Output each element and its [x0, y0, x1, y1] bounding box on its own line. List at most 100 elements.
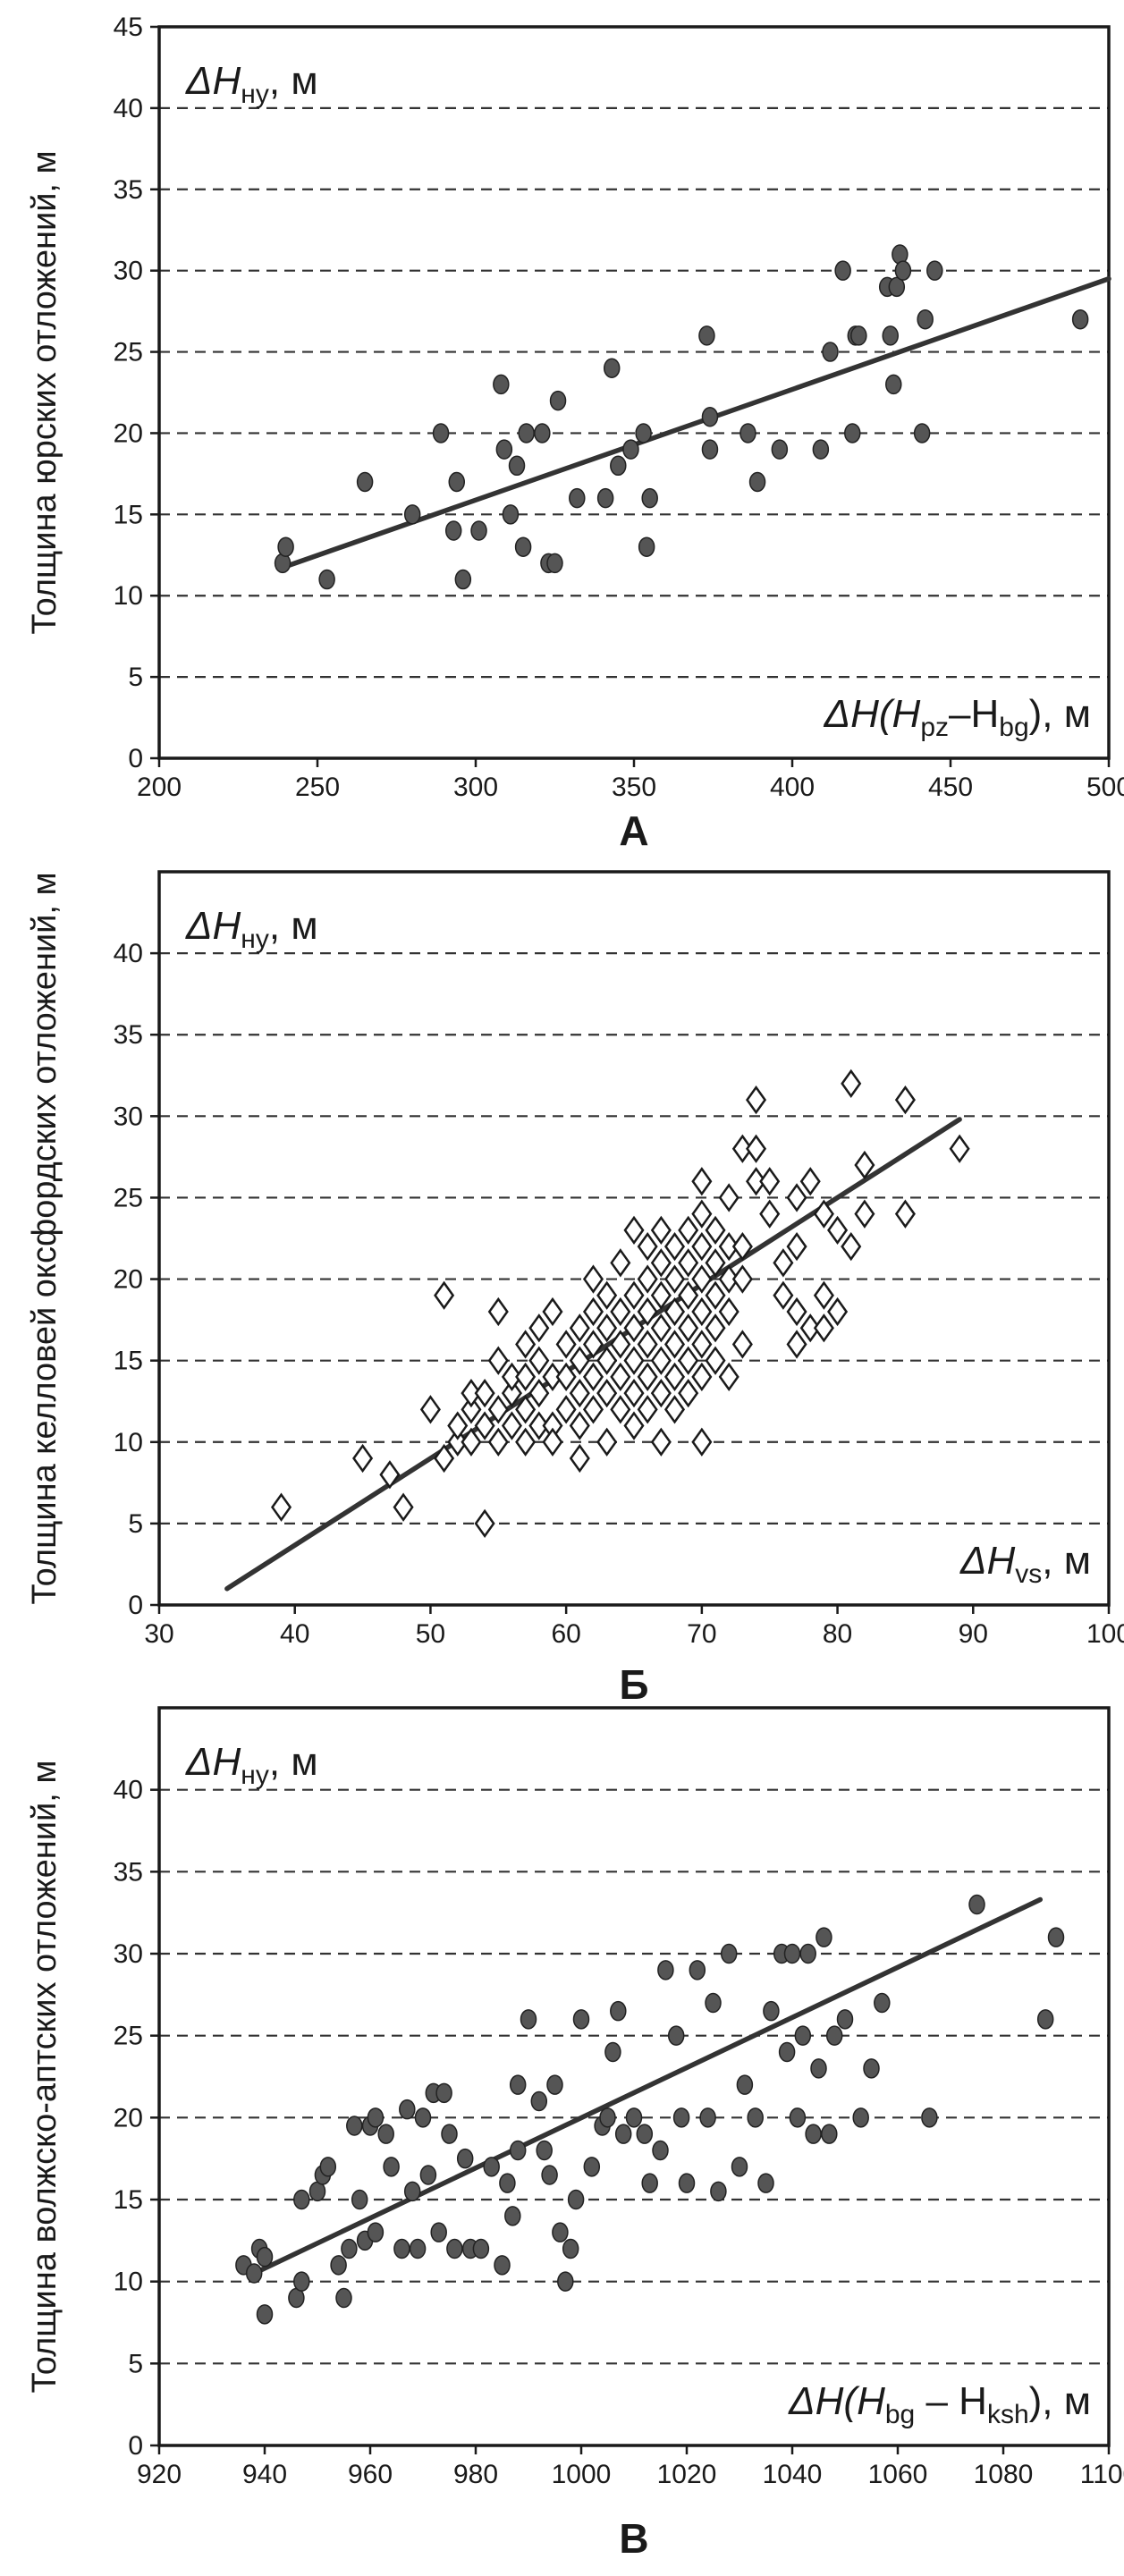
data-point — [705, 1346, 726, 1375]
data-point — [610, 1395, 631, 1424]
data-point — [487, 1346, 509, 1375]
panel-letter: В — [619, 2515, 648, 2562]
data-point — [763, 2000, 780, 2022]
y-tick-label: 25 — [114, 338, 143, 367]
data-point — [657, 1960, 674, 1981]
data-point — [705, 1992, 722, 2014]
data-point — [746, 1085, 767, 1115]
data-point — [736, 2074, 754, 2095]
data-point — [894, 1085, 916, 1115]
data-point — [718, 1264, 739, 1294]
data-point — [414, 2107, 432, 2128]
corner-label-part: bg — [999, 713, 1028, 742]
data-point — [367, 2107, 385, 2128]
chart-panel-1: 0 5 10 15 20 25 30 35 40 45 200 250 300 350 400 450 500 Т… — [26, 13, 1124, 854]
data-point — [650, 1313, 672, 1343]
data-point — [1047, 1927, 1065, 1947]
data-point — [256, 2246, 274, 2268]
y-tick-label: 30 — [114, 257, 143, 286]
data-point — [874, 1992, 891, 2014]
data-point — [509, 2074, 527, 2095]
data-point — [718, 1362, 739, 1392]
data-point — [536, 2140, 553, 2161]
data-point — [691, 1296, 713, 1327]
corner-label-part: ну — [241, 80, 269, 109]
data-point — [419, 1395, 441, 1424]
data-point — [773, 1280, 794, 1310]
y-corner-label: ΔHну, м — [185, 904, 318, 954]
data-point — [495, 439, 513, 460]
data-point — [542, 1362, 563, 1392]
data-point — [1036, 2009, 1054, 2030]
data-point — [546, 2074, 563, 2095]
x-tick-label: 50 — [416, 1619, 445, 1649]
data-point — [663, 1296, 686, 1327]
corner-label-part: – H — [915, 2379, 987, 2423]
data-point — [799, 1943, 816, 1964]
x-corner-label: ΔHvs, м — [959, 1539, 1091, 1589]
data-point — [403, 2181, 421, 2202]
y-tick-label: 15 — [114, 500, 143, 529]
data-point — [913, 423, 931, 443]
data-point — [487, 1427, 509, 1457]
x-tick-label: 1020 — [657, 2460, 717, 2489]
data-point — [786, 1231, 807, 1262]
data-point — [705, 1248, 726, 1278]
x-tick-label: 450 — [928, 773, 973, 802]
data-point — [850, 325, 867, 346]
data-point — [520, 2009, 537, 2030]
corner-label-part: , м — [1042, 1539, 1091, 1583]
data-point — [678, 1248, 699, 1278]
data-point — [638, 536, 655, 557]
corner-label-part: ну — [241, 1761, 269, 1790]
data-point — [508, 455, 526, 477]
data-point — [487, 1296, 509, 1327]
data-point — [701, 407, 719, 427]
data-point — [474, 1411, 495, 1440]
data-point — [852, 2107, 869, 2128]
data-point — [637, 1362, 658, 1392]
data-point — [610, 455, 627, 477]
data-point — [841, 1068, 862, 1099]
data-point — [759, 1167, 781, 1196]
y-tick-label: 40 — [114, 94, 143, 123]
data-point — [637, 1231, 658, 1262]
data-point — [582, 1330, 604, 1359]
data-point — [472, 2238, 490, 2259]
data-point — [271, 1492, 292, 1522]
data-point — [667, 2025, 685, 2046]
x-tick-label: 1000 — [552, 2460, 612, 2489]
data-point — [582, 1362, 604, 1392]
data-point — [603, 358, 621, 378]
data-point — [277, 536, 294, 557]
data-point — [834, 260, 851, 281]
data-point — [691, 1231, 713, 1262]
data-point — [650, 1215, 672, 1246]
data-point — [778, 2041, 796, 2063]
data-point — [528, 1411, 550, 1440]
data-point — [379, 1460, 401, 1490]
data-point — [518, 423, 535, 443]
data-point — [678, 1215, 699, 1246]
data-point — [678, 1313, 699, 1343]
x-tick-label: 1040 — [763, 2460, 823, 2489]
data-point — [691, 1167, 713, 1196]
data-point — [610, 1296, 631, 1327]
data-point — [515, 1330, 537, 1359]
x-tick-label: 40 — [280, 1619, 309, 1649]
y-tick-label: 20 — [114, 2103, 143, 2133]
data-point — [863, 2058, 880, 2079]
data-point — [746, 1134, 767, 1163]
data-point — [432, 423, 450, 443]
data-point — [434, 1443, 455, 1474]
data-point — [635, 423, 652, 443]
data-point — [499, 2173, 516, 2193]
data-point — [549, 390, 567, 411]
data-point — [356, 471, 374, 493]
data-point — [444, 520, 462, 541]
y-corner-label: ΔHну, м — [185, 59, 318, 109]
data-point — [504, 2206, 521, 2226]
data-point — [552, 2222, 569, 2242]
x-tick-label: 940 — [242, 2460, 287, 2489]
data-point — [710, 2181, 727, 2202]
